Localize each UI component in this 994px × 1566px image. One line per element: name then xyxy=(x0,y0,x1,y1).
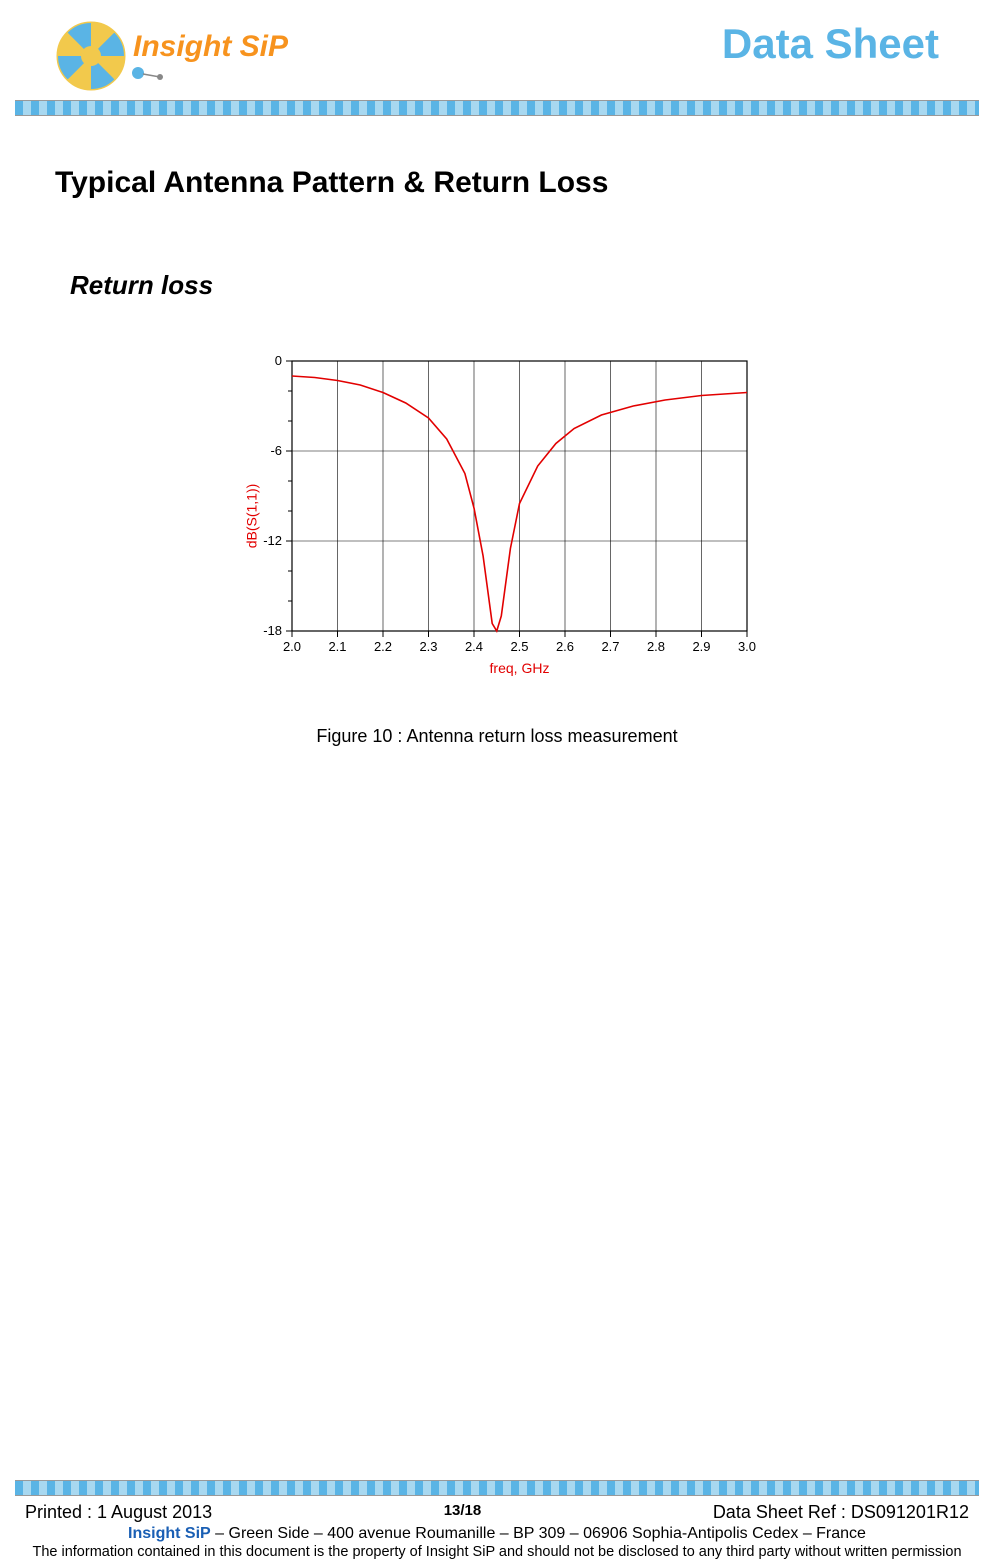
svg-text:-6: -6 xyxy=(270,443,282,458)
logo: Insight SiP xyxy=(55,20,288,92)
svg-text:2.1: 2.1 xyxy=(328,639,346,654)
svg-text:2.9: 2.9 xyxy=(692,639,710,654)
chart-svg: 2.0 2.1 2.2 2.3 2.4 2.5 2.6 2.7 2.8 2.9 3.0 0 -6 -12 -… xyxy=(237,351,757,681)
footer-brand: Insight SiP xyxy=(128,1525,211,1542)
chart-ylabel: dB(S(1,1)) xyxy=(243,484,259,549)
header: Insight SiP Data Sheet xyxy=(0,0,994,92)
svg-text:-18: -18 xyxy=(263,623,282,638)
decorative-band-bottom xyxy=(15,1480,979,1496)
footer-printed: Printed : 1 August 2013 xyxy=(25,1502,212,1523)
subsection-heading: Return loss xyxy=(70,270,939,301)
svg-text:2.4: 2.4 xyxy=(465,639,483,654)
footer: Printed : 1 August 2013 13/18 Data Sheet… xyxy=(0,1480,994,1566)
logo-text: Insight SiP xyxy=(133,30,288,82)
footer-line-2: Insight SiP – Green Side – 400 avenue Ro… xyxy=(0,1523,994,1543)
footer-line-1: Printed : 1 August 2013 13/18 Data Sheet… xyxy=(0,1502,994,1523)
return-loss-chart: dB(S(1,1)) 2.02.12.22.32.42.52.62.72.82.… xyxy=(237,351,757,681)
svg-text:freq, GHz: freq, GHz xyxy=(490,660,550,676)
document-type-title: Data Sheet xyxy=(722,20,939,68)
svg-text:0: 0 xyxy=(275,353,282,368)
footer-address: – Green Side – 400 avenue Roumanille – B… xyxy=(211,1525,866,1542)
svg-text:2.7: 2.7 xyxy=(601,639,619,654)
footer-page: 13/18 xyxy=(444,1502,482,1523)
footer-disclaimer: The information contained in this docume… xyxy=(0,1543,994,1566)
logo-dot-icon xyxy=(129,64,163,82)
figure-caption: Figure 10 : Antenna return loss measurem… xyxy=(55,726,939,747)
svg-text:3.0: 3.0 xyxy=(738,639,756,654)
section-heading: Typical Antenna Pattern & Return Loss xyxy=(55,166,939,200)
svg-text:2.5: 2.5 xyxy=(510,639,528,654)
main-content: Typical Antenna Pattern & Return Loss Re… xyxy=(0,116,994,747)
svg-text:2.0: 2.0 xyxy=(283,639,301,654)
svg-text:2.2: 2.2 xyxy=(374,639,392,654)
logo-mark xyxy=(55,20,127,92)
decorative-band-top xyxy=(15,100,979,116)
svg-text:-12: -12 xyxy=(263,533,282,548)
svg-text:2.3: 2.3 xyxy=(419,639,437,654)
footer-ref: Data Sheet Ref : DS091201R12 xyxy=(713,1502,969,1523)
svg-text:2.8: 2.8 xyxy=(647,639,665,654)
svg-text:2.6: 2.6 xyxy=(556,639,574,654)
